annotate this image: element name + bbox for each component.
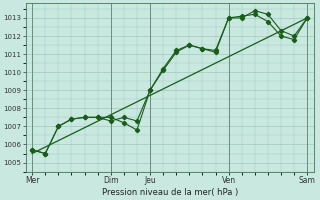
X-axis label: Pression niveau de la mer( hPa ): Pression niveau de la mer( hPa ) bbox=[101, 188, 238, 197]
